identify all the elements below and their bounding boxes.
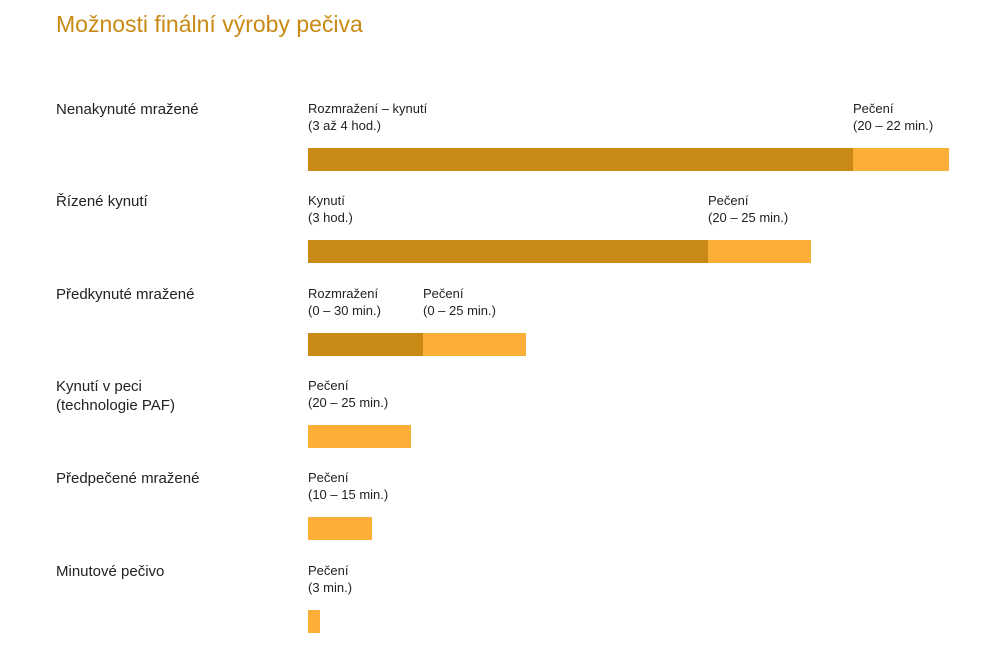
row-label: Předkynuté mražené bbox=[56, 285, 195, 303]
segment-duration: (20 – 22 min.) bbox=[853, 118, 934, 133]
row-label: Předpečené mražené bbox=[56, 470, 200, 488]
segment-duration: (3 hod.) bbox=[308, 210, 353, 226]
segment-duration: (20 – 25 min.) bbox=[708, 210, 789, 226]
segment-duration: (0 – 30 min.) bbox=[308, 302, 381, 318]
segment-label: Pečení (20 – 25 min.) bbox=[708, 192, 788, 226]
segment-name: Kynutí bbox=[308, 193, 345, 209]
chart-row: Předpečené mražené Pečení (10 – 15 min.) bbox=[0, 469, 981, 561]
segment-name: Pečení bbox=[853, 101, 894, 116]
row-label: Minutové pečivo bbox=[56, 562, 165, 580]
prep-bar-segment bbox=[308, 240, 708, 264]
prep-bar-segment bbox=[308, 148, 853, 171]
bake-bar-segment bbox=[308, 517, 372, 541]
segment-label: Pečení (0 – 25 min.) bbox=[423, 285, 496, 319]
segment-duration: (20 – 25 min.) bbox=[308, 394, 389, 410]
chart-row: Řízené kynutí Kynutí (3 hod.) Pečení (20 – 2… bbox=[0, 192, 981, 284]
segment-duration: (3 až 4 hod.) bbox=[308, 118, 381, 133]
segment-name: Pečení bbox=[423, 285, 464, 301]
chart-row: Předkynuté mražené Rozmražení (0 – 30 min.… bbox=[0, 285, 981, 377]
bake-bar-segment bbox=[308, 609, 320, 633]
row-label: Nenakynuté mražené bbox=[56, 101, 199, 118]
row-label: Řízené kynutí bbox=[56, 193, 148, 211]
row-label: Kynutí v peci (technologie PAF) bbox=[56, 377, 175, 414]
segment-name: Rozmražení – kynutí bbox=[308, 101, 428, 116]
bake-bar-segment bbox=[423, 332, 526, 356]
segment-name: Pečení bbox=[308, 562, 349, 578]
segment-duration: (0 – 25 min.) bbox=[423, 302, 496, 318]
prep-bar-segment bbox=[308, 332, 423, 356]
segment-name: Pečení bbox=[308, 377, 349, 393]
segment-duration: (3 min.) bbox=[308, 579, 353, 595]
chart-row: Nenakynuté mražené Rozmražení – kynutí (3 … bbox=[0, 100, 981, 192]
bake-bar-segment bbox=[708, 240, 811, 264]
segment-label: Rozmražení – kynutí (3 až 4 hod.) bbox=[308, 100, 427, 134]
segment-name: Rozmražení bbox=[308, 285, 379, 301]
segment-label: Pečení (20 – 22 min.) bbox=[853, 100, 933, 134]
bake-bar-segment bbox=[308, 424, 411, 448]
segment-label: Rozmražení (0 – 30 min.) bbox=[308, 285, 381, 319]
segment-duration: (10 – 15 min.) bbox=[308, 487, 389, 503]
segment-label: Pečení (10 – 15 min.) bbox=[308, 469, 388, 503]
chart-row: Minutové pečivo Pečení (3 min.) bbox=[0, 562, 981, 654]
bake-bar-segment bbox=[853, 148, 949, 171]
chart-title: Možnosti finální výroby pečiva bbox=[56, 11, 363, 37]
segment-label: Pečení (20 – 25 min.) bbox=[308, 377, 388, 411]
chart-row: Kynutí v peci (technologie PAF) Pečení (20… bbox=[0, 377, 981, 469]
segment-label: Kynutí (3 hod.) bbox=[308, 192, 353, 226]
segment-name: Pečení bbox=[308, 470, 349, 486]
segment-label: Pečení (3 min.) bbox=[308, 562, 352, 596]
segment-name: Pečení bbox=[708, 193, 749, 209]
